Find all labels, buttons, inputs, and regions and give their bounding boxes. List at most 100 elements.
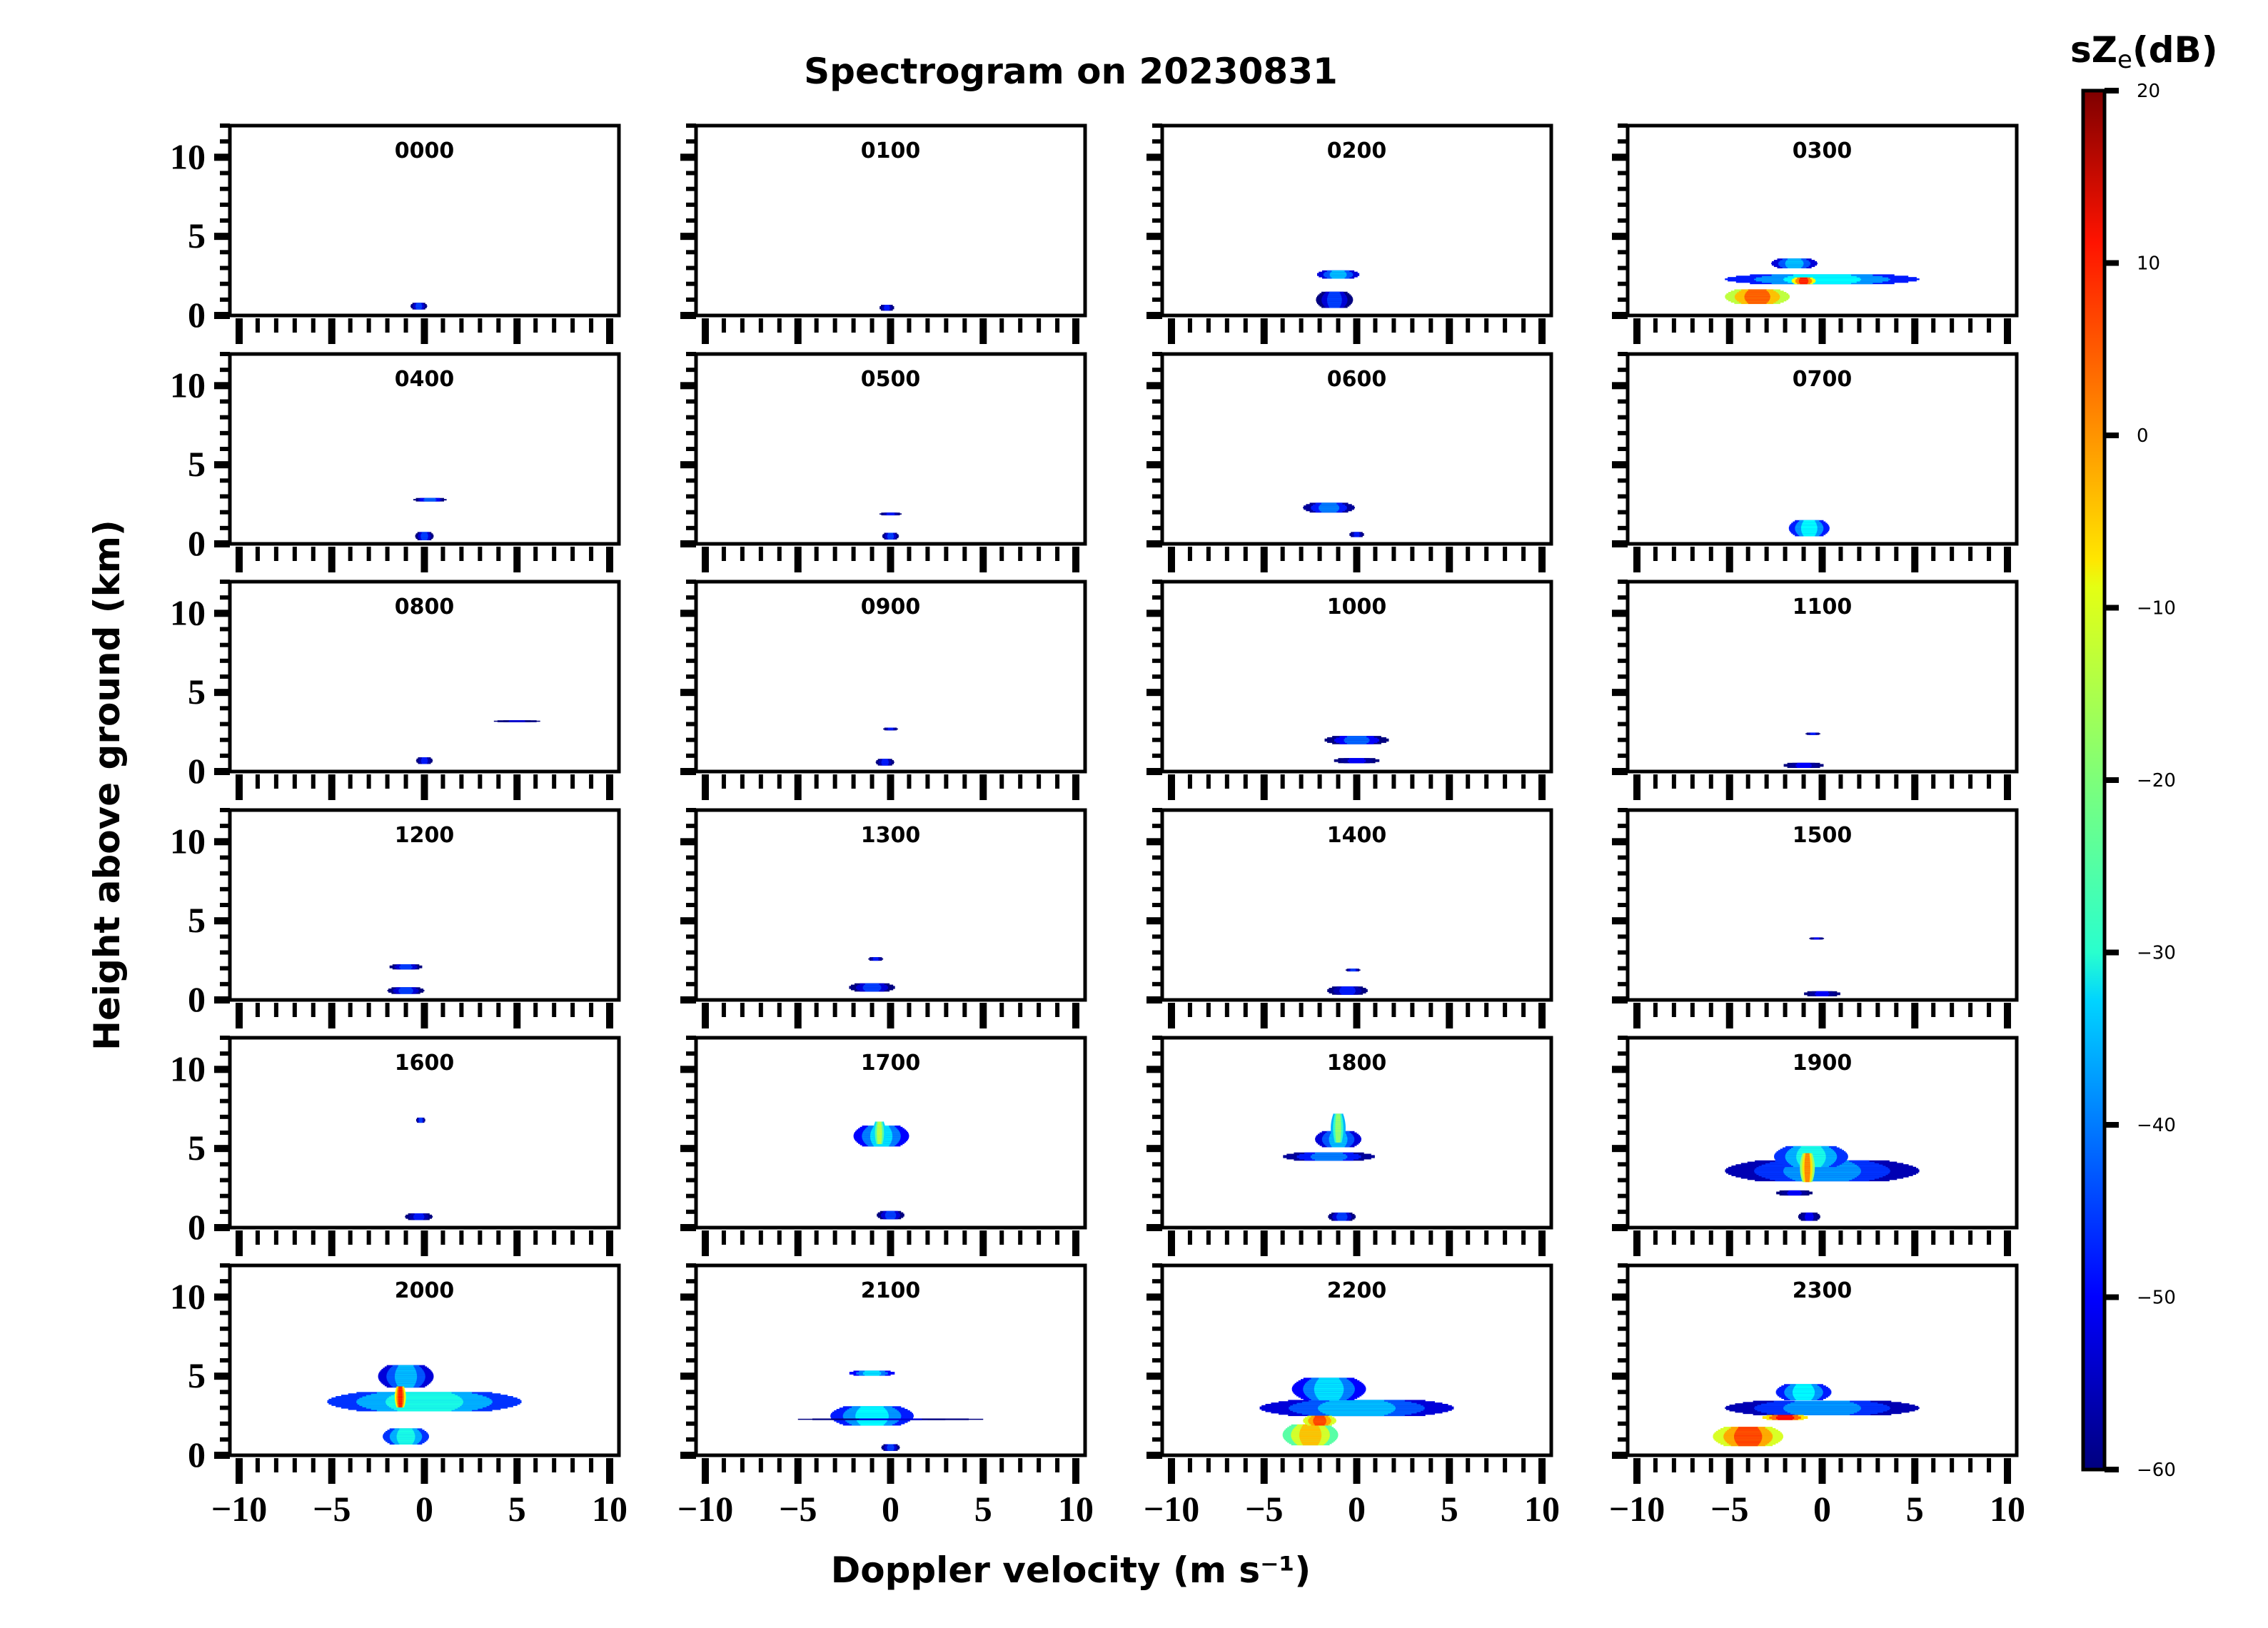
y-major-tick — [1146, 1293, 1162, 1301]
spectrum-cell — [1313, 1420, 1326, 1422]
x-major-tick — [1353, 1458, 1361, 1484]
spectrum-cell — [1350, 970, 1356, 972]
spectrum-cell — [394, 1375, 418, 1377]
y-major-tick — [1146, 382, 1162, 390]
y-minor-tick — [1618, 352, 1628, 356]
x-minor-tick — [459, 1230, 464, 1245]
y-minor-tick — [686, 1193, 696, 1198]
x-minor-tick — [552, 1458, 557, 1472]
spectrum-cell — [1795, 1397, 1813, 1400]
x-minor-tick — [533, 1230, 538, 1245]
x-minor-tick — [589, 1003, 594, 1017]
colorbar-tick-label: 0 — [2137, 425, 2149, 447]
spectrum-cell — [885, 1216, 896, 1218]
spectrum-cell — [1797, 762, 1810, 764]
spectrum-cell — [1328, 294, 1341, 296]
spectrum-cell — [398, 1365, 414, 1367]
spectrum-cell — [1744, 294, 1770, 296]
spectrum-cell — [1315, 1382, 1343, 1385]
x-minor-tick — [1931, 1458, 1936, 1472]
x-major-tick — [328, 1230, 336, 1256]
y-major-tick — [1146, 768, 1162, 775]
y-minor-tick — [1152, 266, 1162, 271]
spectrum-cell — [1778, 1418, 1793, 1420]
x-minor-tick — [1857, 774, 1862, 789]
x-major-tick — [328, 318, 336, 344]
x-minor-tick — [1391, 774, 1396, 789]
y-minor-tick — [1618, 966, 1628, 971]
y-minor-tick — [220, 1178, 230, 1183]
spectrum-cell — [1346, 736, 1367, 738]
y-minor-tick — [1618, 139, 1628, 144]
x-minor-tick — [1391, 1458, 1396, 1472]
y-minor-tick — [220, 706, 230, 711]
y-major-tick — [1612, 1293, 1628, 1301]
x-major-tick — [606, 547, 614, 572]
x-minor-tick — [385, 1458, 390, 1472]
x-minor-tick — [440, 1003, 445, 1017]
y-minor-tick — [686, 658, 696, 663]
spectrogram-data — [1324, 736, 1389, 764]
x-minor-tick — [385, 774, 390, 789]
x-minor-tick — [1745, 1230, 1750, 1245]
x-minor-tick — [1653, 774, 1658, 789]
x-major-tick — [1725, 1230, 1733, 1256]
x-minor-tick — [1037, 1003, 1042, 1017]
x-minor-tick — [533, 318, 538, 333]
spectrum-cell — [1797, 1151, 1825, 1153]
x-minor-tick — [1671, 1230, 1676, 1245]
spectrum-cell — [1314, 1387, 1344, 1389]
spectrum-cell — [1346, 742, 1367, 744]
x-minor-tick — [1521, 547, 1526, 561]
panel-label: 0800 — [395, 595, 455, 620]
spectrum-cell — [1783, 278, 1861, 280]
x-major-tick — [794, 774, 802, 800]
x-minor-tick — [1690, 547, 1695, 561]
x-minor-tick — [459, 547, 464, 561]
spectrum-cell — [390, 1395, 458, 1397]
spectrum-cell — [398, 1387, 403, 1390]
x-major-tick — [1167, 1458, 1175, 1484]
x-minor-tick — [1055, 547, 1060, 561]
spectrum-cell — [413, 1215, 425, 1218]
spectrum-cell — [396, 1433, 415, 1436]
spectrum-cell — [1335, 1118, 1341, 1121]
spectrum-cell — [1805, 1156, 1810, 1158]
panel-label: 0300 — [1793, 138, 1853, 163]
y-minor-tick — [1618, 580, 1628, 584]
spectrum-cell — [877, 1133, 882, 1136]
x-minor-tick — [533, 1458, 538, 1472]
y-major-tick — [1612, 768, 1628, 775]
x-minor-tick — [999, 318, 1004, 333]
panel-1900: 1900 — [1612, 1036, 2019, 1256]
y-minor-tick — [1618, 1036, 1628, 1040]
spectrum-cell — [1785, 1404, 1860, 1407]
x-minor-tick — [1671, 1458, 1676, 1472]
x-minor-tick — [1987, 1458, 1992, 1472]
spectrum-cell — [1314, 1390, 1344, 1392]
x-minor-tick — [311, 318, 316, 333]
panel-2300: 2300 −10 −5 0 5 10 — [1609, 1263, 2025, 1529]
y-major-tick — [1612, 540, 1628, 547]
spectrum-cell — [1314, 1385, 1344, 1387]
y-minor-tick — [1618, 478, 1628, 483]
spectrum-cell — [1300, 1440, 1321, 1442]
x-tick-label: −5 — [313, 1489, 351, 1529]
x-minor-tick — [1428, 318, 1433, 333]
spectrum-cell — [423, 499, 437, 501]
spectrum-cell — [1735, 1430, 1761, 1433]
spectrum-cell — [860, 1406, 884, 1408]
y-minor-tick — [686, 510, 696, 515]
x-major-tick — [328, 547, 336, 572]
x-minor-tick — [870, 318, 875, 333]
x-minor-tick — [1317, 774, 1322, 789]
x-minor-tick — [814, 1230, 819, 1245]
y-minor-tick — [1152, 415, 1162, 420]
spectrum-cell — [1322, 1412, 1391, 1414]
spectrogram-data — [1725, 258, 1920, 304]
x-minor-tick — [1968, 774, 1973, 789]
colorbar-tick-label: −60 — [2137, 1460, 2176, 1481]
panel-0100: 0100 — [680, 123, 1087, 344]
spectrum-cell — [415, 305, 423, 308]
